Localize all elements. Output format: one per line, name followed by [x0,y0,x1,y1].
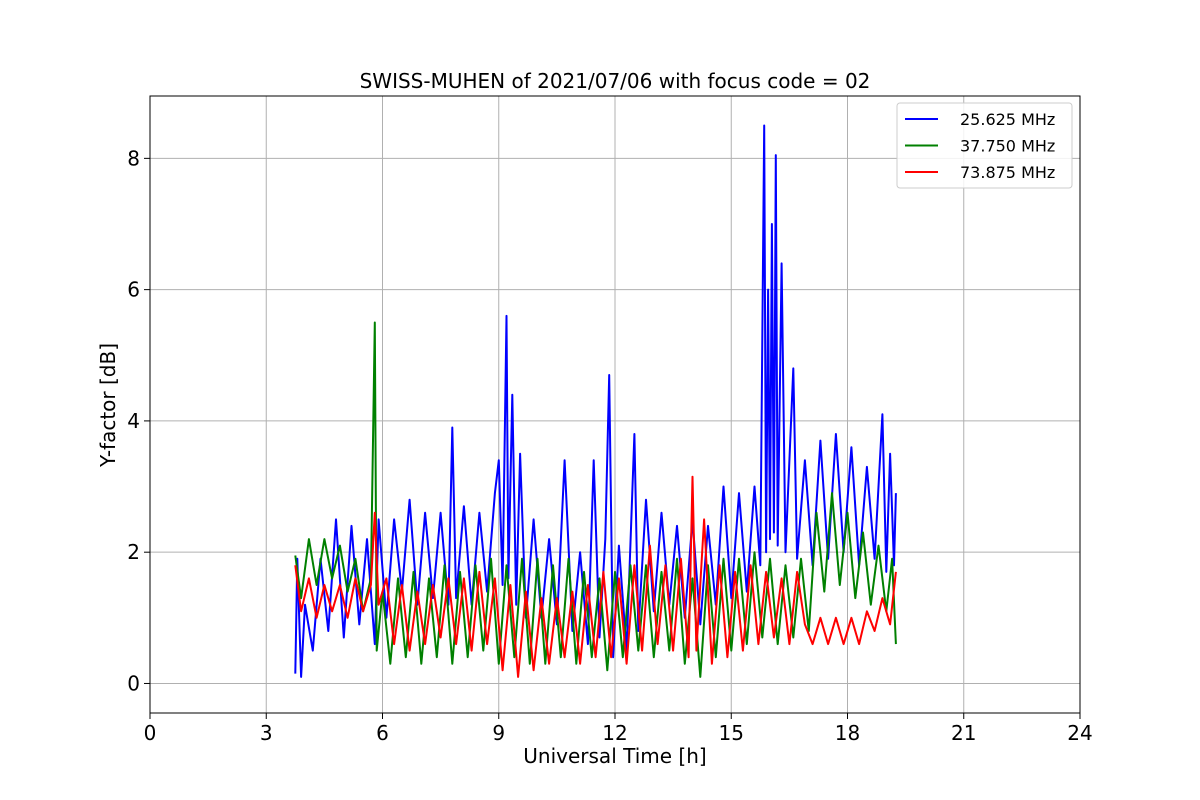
series-line-3 [294,475,897,678]
x-axis-label: Universal Time [h] [523,744,706,768]
legend-label: 37.750 MHz [960,137,1055,156]
x-tick-label: 24 [1067,721,1092,745]
x-tick-label: 3 [260,721,273,745]
legend-box [896,102,1073,189]
y-tick-label: 4 [127,409,140,433]
legend-label: 73.875 MHz [960,163,1055,182]
y-tick-label: 0 [127,671,140,695]
series-line-1 [294,124,897,678]
x-tick-label: 18 [835,721,860,745]
x-tick-label: 12 [602,721,627,745]
x-tick-label: 0 [144,721,157,745]
y-tick-label: 8 [127,146,140,170]
legend-label: 25.625 MHz [960,110,1055,129]
y-axis-label: Y-factor [dB] [96,343,120,468]
y-tick-label: 6 [127,278,140,302]
chart-title: SWISS-MUHEN of 2021/07/06 with focus cod… [360,69,871,93]
series-group [294,124,897,678]
y-tick-label: 2 [127,540,140,564]
x-tick-label: 9 [492,721,505,745]
x-tick-label: 15 [719,721,744,745]
x-tick-label: 21 [951,721,976,745]
x-tick-label: 6 [376,721,389,745]
legend: 25.625 MHz 37.750 MHz 73.875 MHz [896,102,1073,189]
